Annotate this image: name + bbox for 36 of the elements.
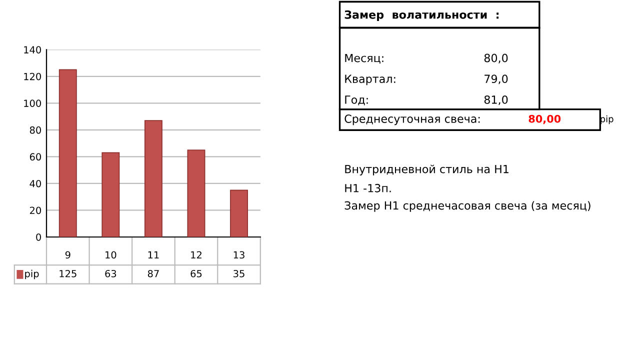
text: Среднесуточная свеча: <box>344 114 480 126</box>
data-label: 125 <box>60 270 76 278</box>
bar <box>58 69 77 237</box>
text: 81,0 <box>484 95 508 105</box>
data-label: 35 <box>234 270 244 278</box>
y-tick-label: 80 <box>30 126 41 134</box>
x-tick-label: 12 <box>191 251 202 258</box>
bar <box>102 152 120 237</box>
text: Квартал: <box>345 74 396 86</box>
y-tick-label: 100 <box>24 100 41 107</box>
data-label: 87 <box>148 270 159 278</box>
bar <box>187 150 206 237</box>
x-tick-label: 10 <box>106 251 116 259</box>
text: H1 -13п. <box>345 184 391 192</box>
x-tick-label: 11 <box>148 251 159 258</box>
y-tick-label: 20 <box>30 206 41 214</box>
legend-label: pip <box>25 270 39 280</box>
bar <box>230 190 248 237</box>
text: 80,00 <box>528 114 561 124</box>
text: Замер H1 среднечасовая свеча (за месяц) <box>344 201 590 212</box>
text: Месяц: <box>345 54 384 64</box>
y-tick-label: 120 <box>24 72 41 80</box>
y-tick-label: 40 <box>30 180 41 188</box>
x-tick-label: 9 <box>65 251 70 259</box>
y-tick-label: 60 <box>30 153 41 161</box>
text: Год: <box>345 96 368 106</box>
bar <box>144 120 162 237</box>
text: 80,0 <box>484 54 508 64</box>
text: Замер волатильности : <box>344 10 499 21</box>
y-tick-label: 0 <box>36 233 41 241</box>
data-label: 63 <box>105 270 116 278</box>
y-tick-label: 140 <box>24 46 41 54</box>
text: 79,0 <box>484 74 508 84</box>
text: Внутридневной стиль на H1 <box>345 164 508 176</box>
x-tick-label: 13 <box>234 251 244 259</box>
data-label: 65 <box>190 270 202 278</box>
